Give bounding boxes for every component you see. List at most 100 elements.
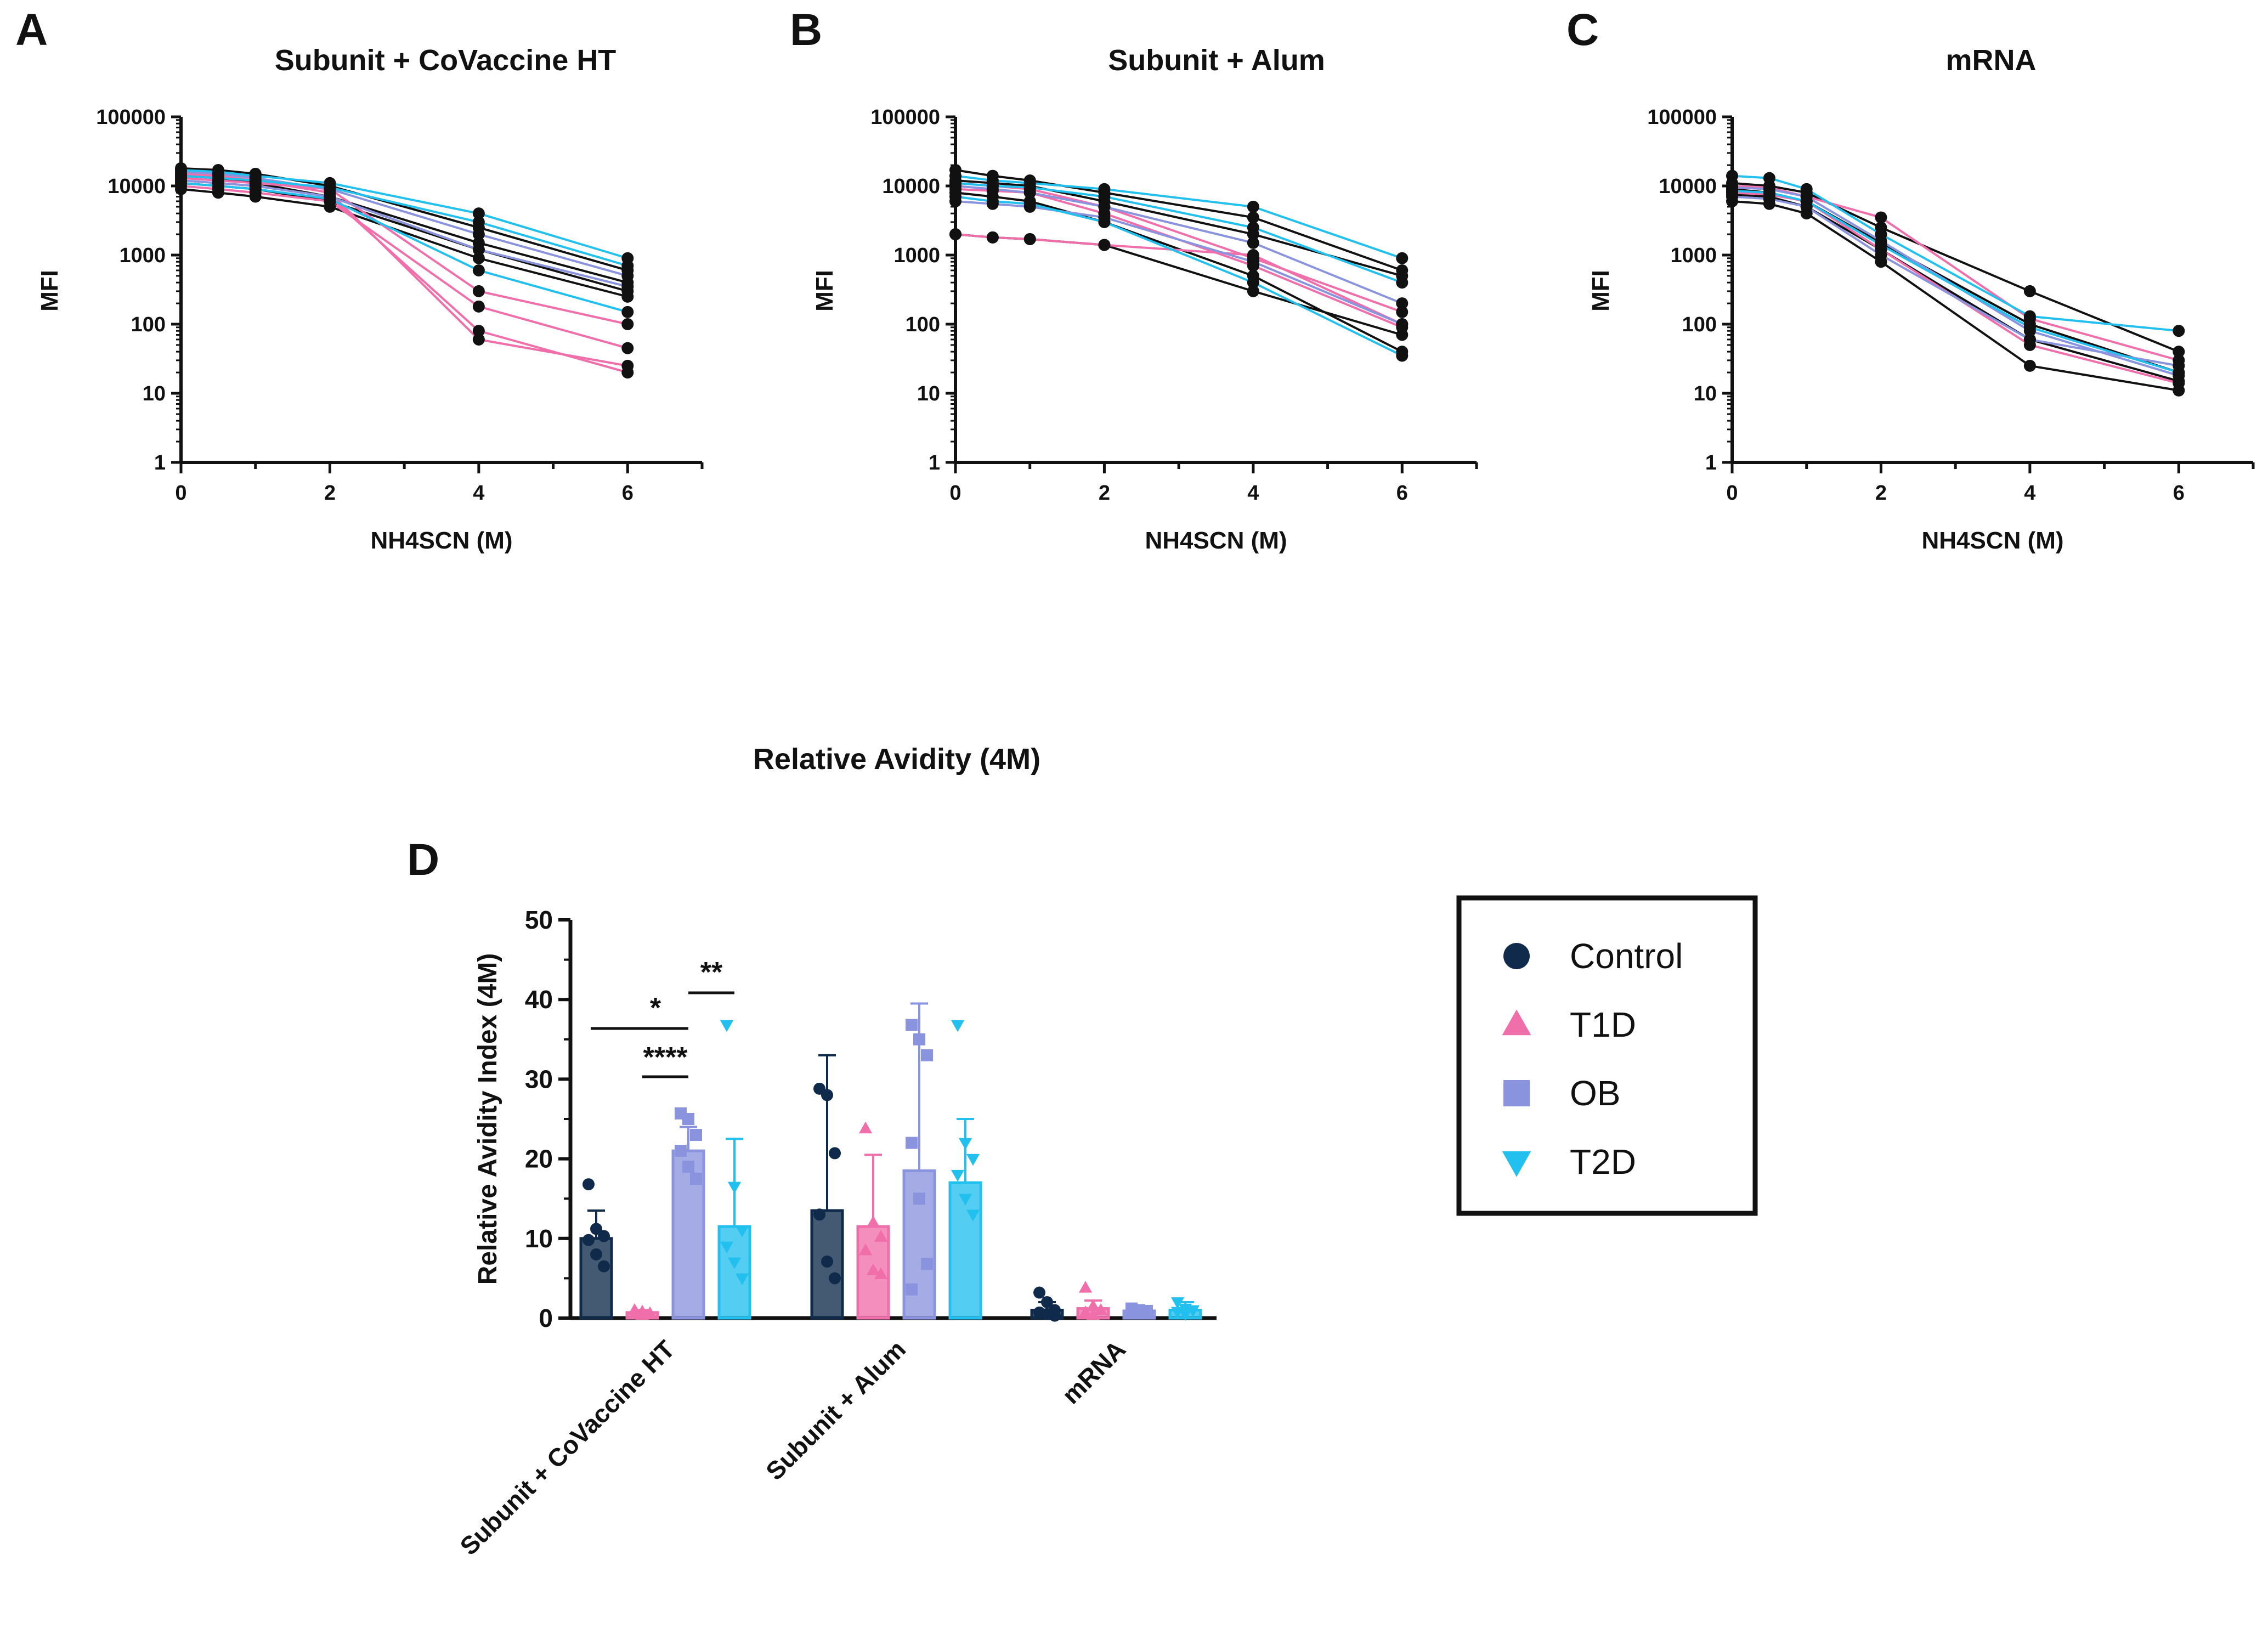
legend-label-t2d: T2D (1570, 1142, 1636, 1182)
x-tick-label: 0 (949, 482, 961, 505)
data-point-t1d (858, 1243, 873, 1256)
data-point-ob (690, 1172, 702, 1185)
data-point-t1d (866, 1263, 880, 1275)
data-point-control (1041, 1296, 1053, 1308)
data-point-t2d (1763, 172, 1775, 184)
series-line-ob (955, 185, 1403, 304)
data-point-t2d (621, 259, 634, 272)
data-point-control (829, 1147, 841, 1160)
y-tick-label: 10000 (1659, 175, 1717, 198)
data-point-t2d (735, 1225, 749, 1237)
data-point-t1d (1396, 306, 1409, 318)
y-tick-label: 10000 (108, 175, 166, 198)
chart-b-ylabel: MFI (811, 270, 838, 312)
data-point-control (582, 1178, 595, 1191)
data-point-ob (690, 1129, 702, 1141)
data-point-control (598, 1260, 610, 1273)
data-point-ob (906, 1283, 918, 1296)
series-line-t2d (1732, 174, 2179, 332)
data-point-t2d (735, 1273, 749, 1286)
series-line-control (1732, 200, 2179, 392)
data-point-ob (913, 1192, 925, 1205)
series-line-control (955, 191, 1403, 353)
y-tick-label: 10 (917, 382, 940, 405)
y-tick-label: 50 (525, 906, 553, 934)
chart-b: Subunit + Alum MFI NH4SCN (M) 1 10 100 1000… (811, 44, 1478, 554)
data-point-t2d (1875, 239, 1887, 251)
series-line-t1d (180, 179, 628, 374)
data-point-t2d (324, 193, 336, 205)
series-line-t1d (1732, 185, 2179, 361)
series-line-ob (1732, 195, 2179, 367)
data-point-t1d (1086, 1308, 1100, 1320)
data-point-ob (682, 1113, 694, 1125)
data-point-ob (1247, 256, 1259, 268)
series-line-t2d (180, 182, 628, 313)
panel-letter-d: D (407, 835, 439, 885)
x-tick-label: 4 (1247, 482, 1259, 505)
data-point-t2d (324, 181, 336, 194)
data-point-ob (675, 1145, 687, 1157)
data-point-ob (1098, 200, 1111, 213)
data-point-t2d (1247, 200, 1259, 213)
data-point-t1d (1875, 211, 1887, 224)
y-tick-label: 1 (154, 451, 166, 474)
y-tick-label: 100 (1682, 313, 1717, 336)
panel-letter-b: B (790, 5, 822, 55)
data-point-control (821, 1089, 833, 1101)
data-point-t1d (1098, 239, 1111, 251)
data-point-t2d (720, 1241, 734, 1253)
data-point-t2d (966, 1209, 980, 1222)
data-point-t2d (986, 180, 999, 192)
data-point-t2d (212, 172, 224, 184)
data-point-control (1033, 1286, 1045, 1299)
data-point-t2d (472, 216, 485, 228)
bar-t2d (717, 1225, 751, 1320)
x-category-label: Subunit + Alum (760, 1335, 911, 1485)
y-tick-label: 100 (906, 313, 940, 336)
y-tick-label: 10 (1694, 382, 1717, 405)
legend: Control T1D OB T2D (1456, 895, 1758, 1216)
series-line-t1d (955, 188, 1403, 329)
data-point-ob (472, 244, 485, 256)
x-tick-label: 6 (1396, 482, 1408, 505)
legend-marker-ob (1503, 1080, 1530, 1106)
series-line-t2d (180, 168, 628, 259)
data-point-t2d (949, 177, 962, 189)
data-point-ob (2023, 333, 2036, 346)
data-point-ob (906, 1137, 918, 1149)
data-point-t2d (986, 195, 999, 207)
series-line-control (1732, 188, 2179, 374)
data-point-ob (472, 228, 485, 241)
data-point-t2d (1247, 221, 1259, 234)
chart-c-xlabel: NH4SCN (M) (1921, 527, 2063, 554)
y-tick-label: 1000 (1670, 244, 1717, 267)
x-tick-label: 0 (1726, 482, 1738, 505)
data-point-t1d (874, 1230, 888, 1242)
data-point-t2d (472, 264, 485, 276)
data-point-control (2023, 285, 2036, 297)
data-point-t2d (720, 1020, 734, 1032)
x-category-label: mRNA (1056, 1335, 1131, 1409)
chart-c-title: mRNA (1945, 44, 2036, 77)
data-point-ob (1133, 1307, 1145, 1320)
legend-label-ob: OB (1570, 1073, 1620, 1113)
chart-d-ylabel: Relative Avidity Index (4M) (473, 953, 502, 1285)
legend-marker-control (1503, 943, 1530, 969)
chart-d-title: Relative Avidity (4M) (753, 743, 1040, 776)
y-tick-label: 10 (143, 382, 166, 405)
data-point-t2d (175, 169, 187, 182)
chart-a-title: Subunit + CoVaccine HT (275, 44, 617, 77)
panel-letter-c: C (1566, 5, 1599, 55)
series-line-t2d (955, 174, 1402, 259)
x-tick-label: 2 (324, 482, 336, 505)
x-tick-label: 0 (175, 482, 186, 505)
data-point-control (829, 1272, 841, 1285)
legend-marker-t1d (1502, 1009, 1531, 1036)
data-point-control (1049, 1309, 1061, 1322)
data-point-t2d (1247, 276, 1259, 289)
legend-box (1456, 895, 1758, 1216)
data-point-control (821, 1255, 833, 1268)
chart-a: Subunit + CoVaccine HT MFI NH4SCN (M) 1 1… (36, 44, 704, 554)
data-point-ob (921, 1258, 933, 1270)
